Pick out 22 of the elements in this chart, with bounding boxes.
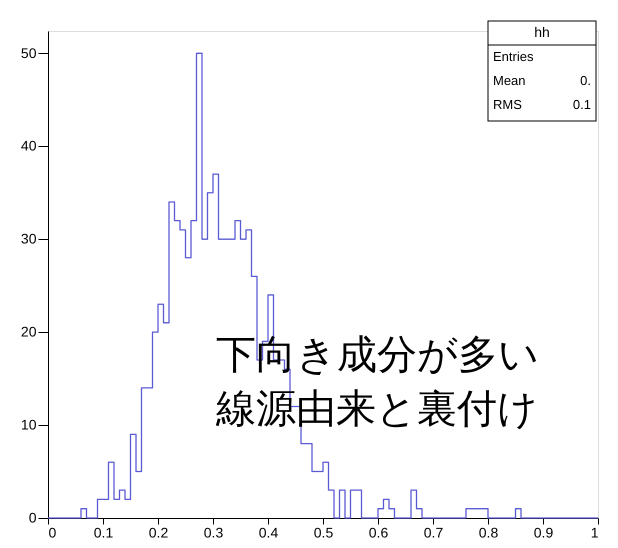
x-tick-label: 1 <box>590 524 599 540</box>
x-tick-label: 0.9 <box>534 524 554 540</box>
annotation: 線源由来と裏付け <box>215 386 538 432</box>
x-tick-label: 0.1 <box>94 524 114 540</box>
y-tick-label: 0 <box>28 510 37 526</box>
y-tick-label: 20 <box>20 324 37 340</box>
text: Mean 0. <box>493 73 591 88</box>
y-tick-label: 30 <box>20 230 37 247</box>
annotation: Entries <box>493 49 534 64</box>
annotation: hh <box>534 24 550 40</box>
x-tick-label: 0.8 <box>478 524 498 540</box>
y-tick-label: 10 <box>20 416 37 433</box>
x-tick-label: 0.4 <box>258 524 278 540</box>
x-tick-label: 0.3 <box>204 524 224 540</box>
y-tick-label: 50 <box>20 44 37 61</box>
x-tick-label: 0.7 <box>424 524 444 540</box>
x-tick-label: 0.6 <box>368 524 388 540</box>
text: RMS 0.1 <box>493 97 591 112</box>
x-tick-label: 0.5 <box>314 524 334 540</box>
y-tick-label: 40 <box>20 138 37 154</box>
x-tick-label: 0 <box>48 524 56 540</box>
x-tick-label: 0.2 <box>148 524 168 540</box>
